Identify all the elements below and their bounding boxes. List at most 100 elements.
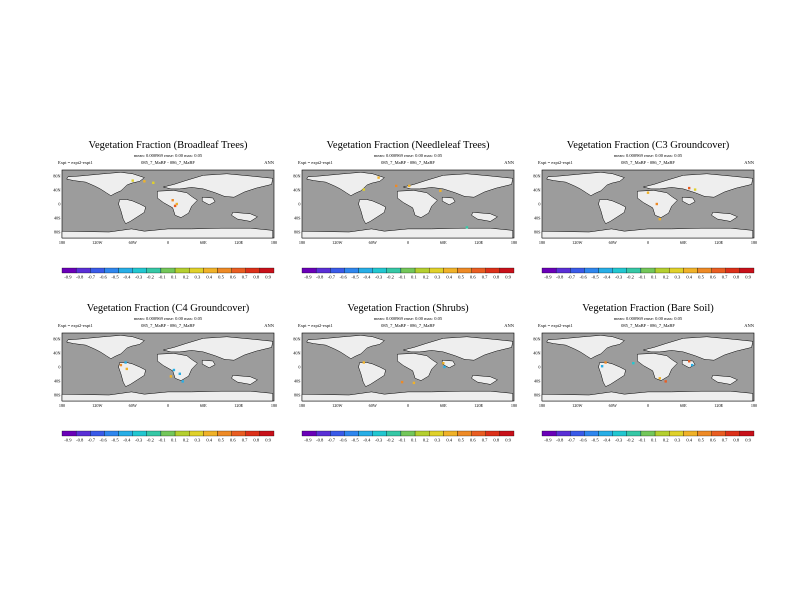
colorbar-swatch	[457, 430, 472, 437]
map-panel-broadleaf-trees: Vegetation Fraction (Broadleaf Trees) me…	[53, 140, 278, 295]
anomaly-cell	[658, 217, 661, 221]
colorbar-swatch	[471, 267, 486, 274]
colorbar-swatch	[174, 267, 190, 274]
colorbar-label: -0.3	[615, 275, 623, 280]
colorbar-swatch	[485, 267, 501, 274]
colorbar-swatch	[429, 430, 444, 437]
colorbar-label: 0.8	[733, 275, 739, 280]
anomaly-cell	[171, 199, 174, 202]
landmass-5	[711, 375, 739, 385]
y-tick-label: 40N	[53, 188, 60, 193]
colorbar-swatch	[386, 267, 402, 274]
anomaly-cell	[173, 204, 177, 208]
colorbar-swatch	[739, 267, 755, 274]
colorbar-swatch	[160, 267, 176, 274]
colorbar-label: 0.9	[745, 438, 751, 443]
colorbar-label: 0.5	[458, 275, 464, 280]
x-tick-label: 180	[271, 240, 277, 245]
y-tick-label: 0	[298, 365, 300, 370]
colorbar-label: -0.1	[638, 275, 646, 280]
colorbar-label: -0.3	[615, 438, 623, 443]
panel-season-label: ANN	[744, 323, 754, 328]
colorbar-swatch	[584, 430, 599, 437]
colorbar-swatch	[697, 430, 712, 437]
anomaly-cell	[664, 380, 667, 383]
y-tick-label: 80N	[53, 337, 60, 342]
colorbar-label: 0.2	[183, 275, 189, 280]
colorbar-label: 0.1	[651, 275, 657, 280]
y-tick-label: 40N	[533, 351, 540, 356]
colorbar-swatch	[132, 267, 147, 274]
colorbar-label: -0.4	[363, 275, 371, 280]
landmass-0	[546, 335, 625, 359]
colorbar-swatch	[711, 267, 726, 274]
colorbar-swatch	[711, 430, 726, 437]
world-map: 80N 40N 0 40S 80S 180 120W 60W 0 60E 120E 180	[293, 332, 517, 408]
colorbar-swatch	[344, 267, 359, 274]
colorbar-swatch	[414, 267, 430, 274]
colorbar-label: -0.7	[328, 438, 336, 443]
colorbar-swatch	[570, 267, 585, 274]
landmass-4	[681, 196, 696, 206]
landmass-0	[66, 172, 145, 196]
colorbar: -0.9 -0.8 -0.7 -0.6 -0.5 -0.4 -0.3 -0.2 -0.1 0.1 0…	[61, 267, 275, 280]
colorbar-label: 0.6	[470, 275, 476, 280]
colorbar-swatch	[683, 267, 698, 274]
colorbar-label: 0.7	[242, 438, 248, 443]
x-tick-label: 0	[647, 240, 649, 245]
panel-case-label: 085_7_MaBF - 086_7_MaBF	[621, 160, 675, 165]
colorbar-label: -0.9	[544, 438, 552, 443]
colorbar-swatch	[90, 430, 105, 437]
world-map: 80N 40N 0 40S 80S 180 120W 60W 0 60E 120E 180	[533, 169, 757, 245]
y-tick-label: 0	[538, 365, 540, 370]
colorbar: -0.9 -0.8 -0.7 -0.6 -0.5 -0.4 -0.3 -0.2 -0.1 0.1 0…	[301, 430, 515, 443]
panel-case-label: 085_7_MaBF - 086_7_MaBF	[141, 323, 195, 328]
colorbar-swatch	[555, 267, 571, 274]
colorbar-swatch	[104, 267, 119, 274]
x-tick-label: 60E	[200, 403, 207, 408]
colorbar-label: -0.2	[387, 438, 395, 443]
colorbar-swatch	[669, 267, 684, 274]
colorbar-swatch	[654, 267, 670, 274]
x-tick-label: 60E	[200, 240, 207, 245]
colorbar-swatch	[570, 430, 585, 437]
landmass-0	[66, 335, 145, 359]
colorbar-label: 0.5	[458, 438, 464, 443]
x-tick-label: 180	[271, 403, 277, 408]
colorbar-swatch	[372, 430, 387, 437]
colorbar-swatch	[598, 267, 613, 274]
colorbar-label: 0.6	[230, 275, 236, 280]
colorbar-label: -0.4	[363, 438, 371, 443]
colorbar-label: 0.3	[675, 438, 681, 443]
colorbar-label: -0.7	[328, 275, 336, 280]
anomaly-cell	[362, 188, 365, 191]
colorbar-label: 0.3	[195, 275, 201, 280]
colorbar-label: -0.4	[603, 275, 611, 280]
x-tick-label: 60W	[129, 403, 137, 408]
colorbar-label: -0.1	[158, 275, 166, 280]
colorbar-label: 0.9	[505, 275, 511, 280]
x-tick-label: 180	[59, 240, 65, 245]
panel-season-label: ANN	[744, 160, 754, 165]
colorbar-swatch	[75, 267, 91, 274]
y-tick-label: 0	[58, 202, 60, 207]
anomaly-cell	[172, 368, 176, 372]
colorbar-swatch	[499, 267, 515, 274]
anomaly-cell	[688, 360, 691, 363]
landmass-4	[441, 196, 456, 206]
colorbar-swatch	[443, 267, 458, 274]
x-tick-label: 0	[167, 403, 169, 408]
x-tick-label: 0	[647, 403, 649, 408]
landmass-6	[61, 227, 274, 239]
anomaly-cell	[465, 226, 469, 229]
panel-title: Vegetation Fraction (Needleleaf Trees)	[326, 140, 490, 151]
colorbar-label: -0.9	[64, 438, 72, 443]
colorbar-label: 0.6	[470, 438, 476, 443]
colorbar-swatch	[541, 430, 557, 437]
landmass-0	[306, 335, 385, 359]
colorbar-label: -0.4	[603, 438, 611, 443]
map-panel-c4-groundcover: Vegetation Fraction (C4 Groundcover) mea…	[53, 303, 278, 458]
colorbar-label: 0.9	[745, 275, 751, 280]
y-tick-label: 40S	[54, 379, 61, 384]
y-tick-label: 80S	[294, 393, 301, 398]
